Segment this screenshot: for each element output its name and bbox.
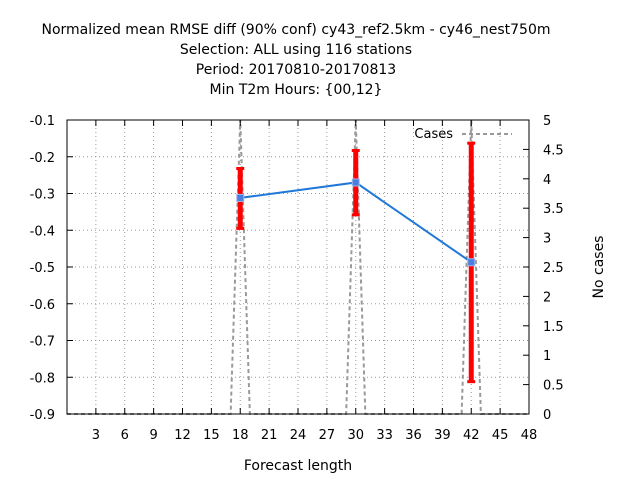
x-tick-label: 6: [121, 428, 129, 443]
y2-tick-label: 0: [543, 408, 551, 423]
y2-tick-label: 2.5: [543, 261, 564, 276]
axis-labels: Forecast length No cases: [244, 236, 607, 474]
y-tick-label: -0.2: [30, 151, 55, 166]
y-tick-label: -0.3: [30, 188, 55, 203]
x-tick-label: 12: [174, 428, 191, 443]
y2-tick-label: 3.5: [543, 202, 564, 217]
y2-tick-label: 2: [543, 290, 551, 305]
x-axis-label: Forecast length: [244, 458, 352, 474]
y2-tick-label: 0.5: [543, 379, 564, 394]
legend-label-cases: Cases: [414, 127, 453, 142]
y-tick-label: -0.4: [30, 224, 55, 239]
x-tick-label: 24: [290, 428, 307, 443]
title-line-3: Period: 20170810-20170813: [196, 62, 396, 78]
x-tick-label: 33: [376, 428, 393, 443]
data-point: [467, 258, 476, 267]
main-series: [236, 178, 476, 267]
x-tick-label: 27: [319, 428, 336, 443]
title-line-2: Selection: ALL using 116 stations: [180, 42, 412, 58]
y2-tick-label: 4.5: [543, 143, 564, 158]
x-tick-label: 21: [261, 428, 278, 443]
data-point: [351, 178, 360, 187]
y2-tick-label: 1: [543, 349, 551, 364]
y2-tick-label: 5: [543, 114, 551, 129]
x-tick-label: 42: [463, 428, 480, 443]
data-point: [236, 193, 245, 202]
y-tick-label: -0.9: [30, 408, 55, 423]
title-line-1: Normalized mean RMSE diff (90% conf) cy4…: [41, 22, 550, 38]
x-tick-label: 36: [405, 428, 422, 443]
x-tick-label: 9: [149, 428, 157, 443]
y-tick-label: -0.5: [30, 261, 55, 276]
y2-tick-label: 3: [543, 232, 551, 247]
x-tick-label: 3: [92, 428, 100, 443]
x-tick-label: 48: [521, 428, 538, 443]
y-tick-label: -0.1: [30, 114, 55, 129]
x-tick-label: 39: [434, 428, 451, 443]
axis-ticks: 3 6 9 12 15 18 21 24 27 30 33 36 39 42 45 48-0.1-0.2-0.…: [30, 114, 564, 443]
y-tick-label: -0.7: [30, 335, 55, 350]
legend: Cases: [414, 127, 512, 142]
grid: [67, 120, 529, 414]
x-tick-label: 18: [232, 428, 249, 443]
x-tick-label: 45: [492, 428, 509, 443]
y2-axis-label: No cases: [591, 236, 607, 299]
y2-tick-label: 4: [543, 173, 551, 188]
x-tick-label: 15: [203, 428, 220, 443]
y-tick-label: -0.8: [30, 371, 55, 386]
chart-title: Normalized mean RMSE diff (90% conf) cy4…: [41, 22, 550, 98]
y2-tick-label: 1.5: [543, 320, 564, 335]
title-line-4: Min T2m Hours: {00,12}: [210, 82, 383, 98]
x-tick-label: 30: [347, 428, 364, 443]
y-tick-label: -0.6: [30, 298, 55, 313]
